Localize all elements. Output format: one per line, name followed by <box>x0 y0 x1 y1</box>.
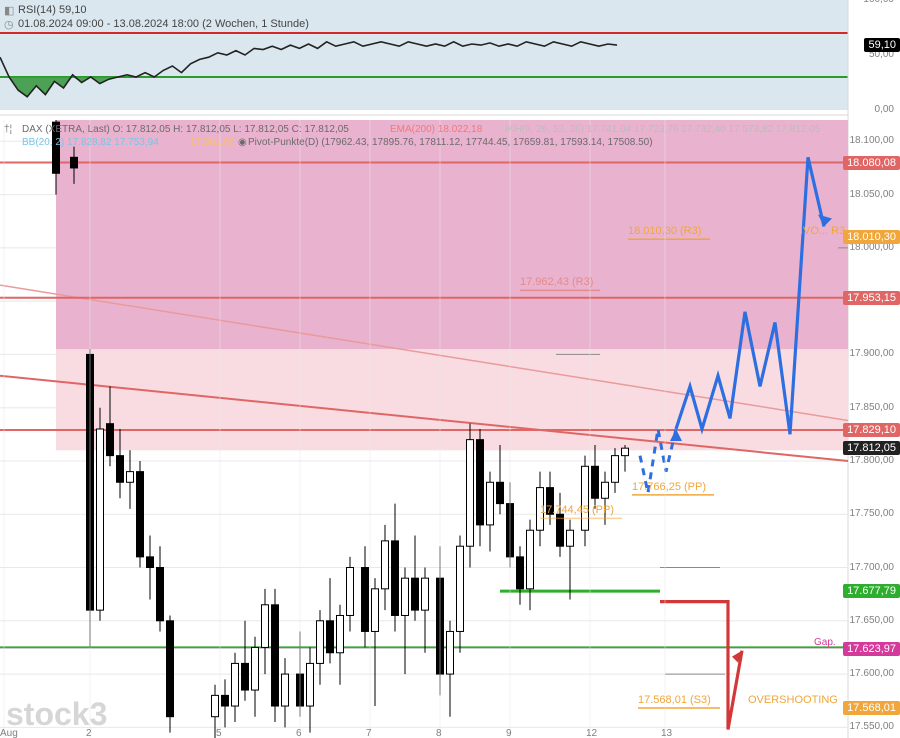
rsi-subtitle: 01.08.2024 09:00 - 13.08.2024 18:00 (2 W… <box>18 18 309 30</box>
watermark: stock3 <box>6 696 107 733</box>
rsi-title: RSI(14) 59,10 <box>18 4 86 16</box>
ohlc-readout: DAX (XETRA, Last) O: 17.812,05 H: 17.812… <box>22 124 349 135</box>
rsi-value-label: 59,10 <box>864 38 900 52</box>
label-overlay: 0,0050,00100,0059,10◧RSI(14) 59,10◷01.08… <box>0 0 900 738</box>
